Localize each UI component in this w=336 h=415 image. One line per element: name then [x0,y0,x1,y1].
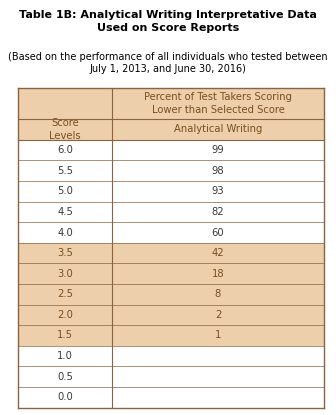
Text: 0.0: 0.0 [57,392,73,402]
Bar [112,325,324,346]
Text: 82: 82 [212,207,224,217]
Bar [18,119,324,140]
Bar [112,161,324,181]
Bar [112,181,324,202]
Bar [112,284,324,305]
Text: 2: 2 [215,310,221,320]
Bar [112,243,324,264]
Text: 3.5: 3.5 [57,248,73,258]
Bar [18,140,112,161]
Text: 8: 8 [215,289,221,299]
Text: 2.5: 2.5 [57,289,73,299]
Bar [18,346,112,366]
Text: (Based on the performance of all individuals who tested between
July 1, 2013, an: (Based on the performance of all individ… [8,52,328,74]
Text: 4.0: 4.0 [57,227,73,237]
Text: 93: 93 [212,186,224,196]
Bar [112,305,324,325]
Text: 3.0: 3.0 [57,269,73,279]
Text: 1.0: 1.0 [57,351,73,361]
Bar [18,305,112,325]
Text: Analytical Writing: Analytical Writing [174,124,262,134]
Text: Table 1B: Analytical Writing Interpretative Data
Used on Score Reports: Table 1B: Analytical Writing Interpretat… [19,10,317,33]
Bar [18,243,112,264]
Bar [18,222,112,243]
Text: 4.5: 4.5 [57,207,73,217]
Bar [112,202,324,222]
Text: 1: 1 [215,330,221,340]
Bar [112,366,324,387]
Bar [18,88,324,119]
Bar [18,264,112,284]
Text: 0.5: 0.5 [57,372,73,382]
Text: Score
Levels: Score Levels [49,118,81,141]
Bar [18,366,112,387]
Text: 2.0: 2.0 [57,310,73,320]
Bar [18,88,324,408]
Text: 98: 98 [212,166,224,176]
Text: 99: 99 [212,145,224,155]
Bar [18,181,112,202]
Text: Percent of Test Takers Scoring
Lower than Selected Score: Percent of Test Takers Scoring Lower tha… [144,93,292,115]
Bar [112,346,324,366]
Bar [112,264,324,284]
Bar [18,325,112,346]
Text: 1.5: 1.5 [57,330,73,340]
Bar [112,387,324,408]
Text: 5.5: 5.5 [57,166,73,176]
Text: 42: 42 [212,248,224,258]
Bar [112,222,324,243]
Bar [18,161,112,181]
Text: 5.0: 5.0 [57,186,73,196]
Bar [18,387,112,408]
Text: 18: 18 [212,269,224,279]
Bar [112,140,324,161]
Bar [18,202,112,222]
Text: 6.0: 6.0 [57,145,73,155]
Bar [18,284,112,305]
Text: 60: 60 [212,227,224,237]
